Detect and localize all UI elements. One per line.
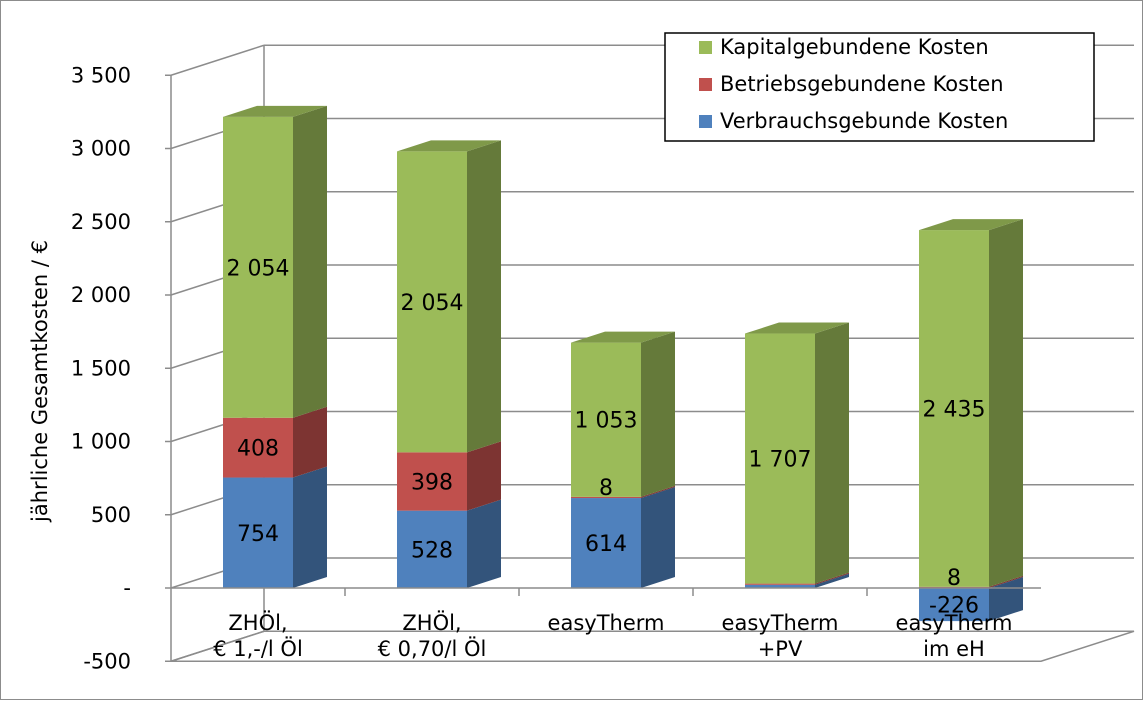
data-label: 2 054 — [401, 291, 464, 316]
bar-segment-front — [223, 116, 293, 418]
legend-label: Verbrauchsgebunde Kosten — [720, 109, 1008, 133]
y-tick-label: 1 000 — [71, 430, 131, 454]
data-label: 614 — [585, 532, 627, 557]
y-tick-label: 2 500 — [71, 210, 131, 234]
data-label: 8 — [599, 476, 613, 501]
bar-segment-front — [571, 498, 641, 588]
data-label: 2 054 — [227, 256, 290, 281]
bar-segment-front — [919, 230, 989, 587]
data-label: 754 — [237, 522, 279, 547]
y-tick-label: 2 000 — [71, 283, 131, 307]
y-tick-label: - — [123, 576, 131, 600]
x-category-label: im eH — [923, 637, 985, 661]
bar-segment-front — [223, 477, 293, 588]
floor-plane — [170, 630, 1135, 662]
data-label: 8 — [947, 566, 961, 591]
bar-segment-top — [571, 331, 675, 343]
bar-segment-side — [293, 406, 327, 478]
data-label: 2 435 — [923, 397, 986, 422]
bar-segment-front — [397, 510, 467, 588]
bar-segment-front — [919, 588, 989, 622]
bar-segment-top — [223, 105, 327, 117]
bar-segment-side — [815, 572, 849, 585]
x-category-label: +PV — [758, 637, 803, 661]
legend-box — [664, 32, 1095, 142]
y-tick-label: 3 500 — [71, 63, 131, 87]
bar-segment-side — [467, 441, 501, 511]
x-category-label: easyTherm — [896, 611, 1013, 635]
bar-segment-side — [641, 331, 675, 497]
data-label: -226 — [929, 594, 979, 619]
gridline-side — [170, 44, 265, 76]
legend-swatch — [699, 78, 712, 91]
data-label: 1 707 — [749, 448, 812, 473]
bar-segment-top — [397, 140, 501, 152]
bar-segment-side — [641, 487, 675, 588]
bar-segment-side — [293, 466, 327, 588]
bar-segment-side — [467, 140, 501, 453]
x-category-label: ZHÖl, — [228, 610, 287, 635]
bar-segment-front — [397, 151, 467, 453]
bar-segment-side — [467, 499, 501, 588]
bar-segment-side — [815, 573, 849, 588]
y-tick-label: 500 — [91, 503, 131, 527]
bar-segment-side — [641, 485, 675, 499]
gridline-side — [170, 630, 265, 662]
y-axis-title: jährliche Gesamtkosten / € — [28, 240, 52, 523]
bar-segment-top — [919, 219, 1023, 231]
y-tick-label: -500 — [83, 649, 131, 673]
legend-label: Betriebsgebundene Kosten — [720, 72, 1004, 96]
bar-segment-front — [745, 333, 815, 584]
bar-segment-side — [815, 322, 849, 584]
data-label: 528 — [411, 538, 453, 563]
bar-segment-front — [745, 583, 815, 585]
y-tick-label: 3 000 — [71, 137, 131, 161]
bar-segment-side — [989, 575, 1023, 588]
bar-segment-front — [397, 452, 467, 511]
data-label: 398 — [411, 470, 453, 495]
bar-segment-front — [223, 417, 293, 478]
data-label: 408 — [237, 437, 279, 462]
x-category-label: easyTherm — [722, 611, 839, 635]
y-tick-label: 1 500 — [71, 356, 131, 380]
legend-label: Kapitalgebundene Kosten — [720, 35, 989, 59]
legend-swatch — [699, 41, 712, 54]
x-category-label: ZHÖl, — [402, 610, 461, 635]
x-category-label: easyTherm — [548, 611, 665, 635]
bar-segment-front — [571, 496, 641, 499]
x-category-label: € 1,-/l Öl — [213, 636, 303, 661]
legend-swatch — [699, 115, 712, 128]
bar-segment-side — [989, 219, 1023, 587]
bar-segment-front — [571, 342, 641, 497]
data-label: 1 053 — [575, 409, 638, 434]
bar-segment-top — [745, 322, 849, 334]
bar-segment-front — [745, 584, 815, 588]
x-category-label: € 0,70/l Öl — [378, 636, 487, 661]
bar-segment-side — [293, 105, 327, 418]
